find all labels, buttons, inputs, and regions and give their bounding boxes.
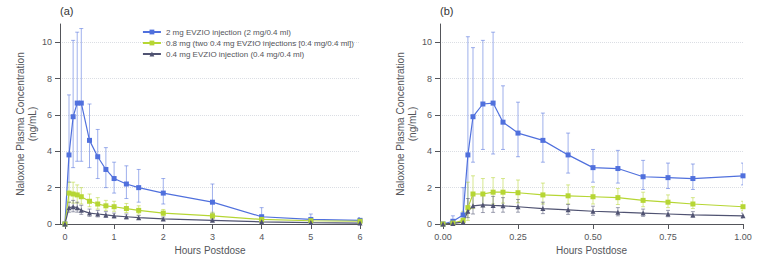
svg-text:0.4 mg EVZIO injection (0.4 mg: 0.4 mg EVZIO injection (0.4 mg/0.4 ml) — [166, 50, 305, 59]
svg-text:2 mg EVZIO injection (2 mg/0.4: 2 mg EVZIO injection (2 mg/0.4 ml) — [166, 28, 291, 37]
svg-text:(ng/mL): (ng/mL) — [407, 107, 418, 141]
svg-text:2: 2 — [427, 183, 432, 193]
svg-text:0.8 mg (two 0.4 mg EVZIO injec: 0.8 mg (two 0.4 mg EVZIO injections [0.4… — [166, 39, 354, 48]
svg-text:6: 6 — [357, 232, 362, 242]
svg-text:10: 10 — [422, 37, 432, 47]
svg-text:1.00: 1.00 — [734, 232, 752, 242]
svg-text:Hours Postdose: Hours Postdose — [556, 245, 628, 256]
svg-text:3: 3 — [210, 232, 215, 242]
svg-text:0.50: 0.50 — [584, 232, 602, 242]
svg-text:0.25: 0.25 — [509, 232, 527, 242]
svg-text:Naloxone Plasma Concentration: Naloxone Plasma Concentration — [395, 52, 406, 195]
svg-text:4: 4 — [259, 232, 264, 242]
svg-text:8: 8 — [427, 74, 432, 84]
svg-text:0: 0 — [62, 232, 67, 242]
svg-text:10: 10 — [42, 37, 52, 47]
svg-text:6: 6 — [427, 110, 432, 120]
svg-text:0: 0 — [427, 219, 432, 229]
svg-text:0.00: 0.00 — [434, 232, 452, 242]
svg-text:4: 4 — [427, 146, 432, 156]
svg-text:2: 2 — [161, 232, 166, 242]
svg-text:4: 4 — [47, 146, 52, 156]
svg-text:Hours Postdose: Hours Postdose — [174, 245, 246, 256]
svg-text:1: 1 — [112, 232, 117, 242]
svg-text:5: 5 — [308, 232, 313, 242]
svg-text:8: 8 — [47, 74, 52, 84]
svg-text:(a): (a) — [60, 5, 73, 17]
svg-text:2: 2 — [47, 183, 52, 193]
svg-text:(b): (b) — [440, 5, 453, 17]
svg-text:6: 6 — [47, 110, 52, 120]
svg-text:0.75: 0.75 — [659, 232, 677, 242]
svg-text:Naloxone Plasma Concentration: Naloxone Plasma Concentration — [15, 52, 26, 195]
svg-text:0: 0 — [47, 219, 52, 229]
svg-text:(ng/mL): (ng/mL) — [27, 107, 38, 141]
